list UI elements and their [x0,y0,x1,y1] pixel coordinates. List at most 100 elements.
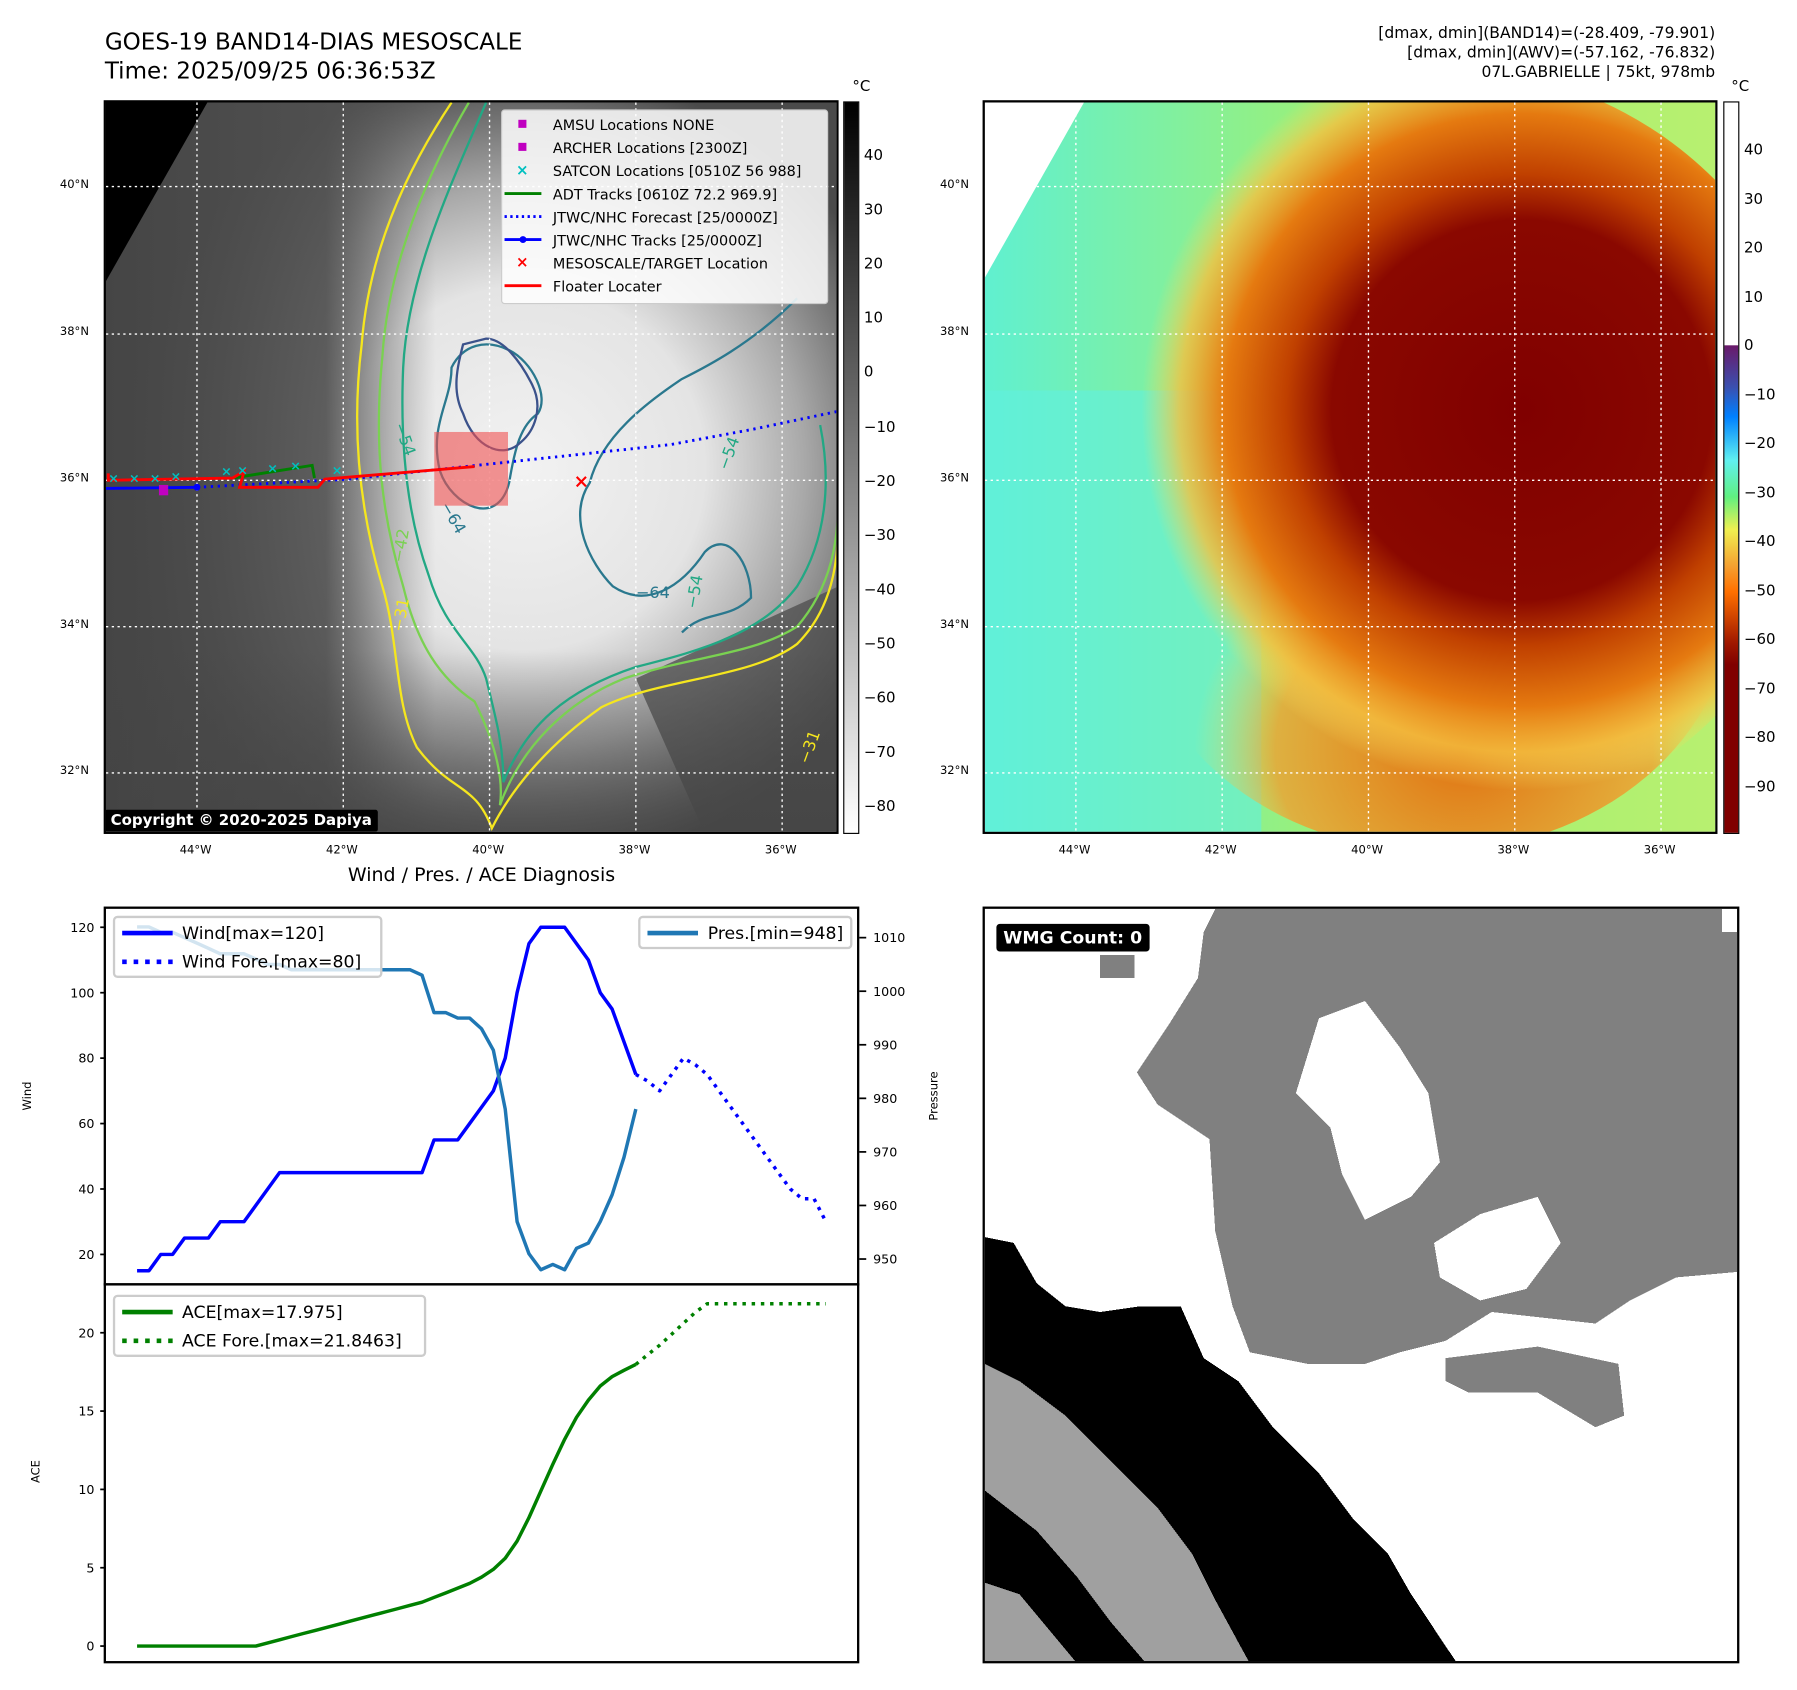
wmg-image [984,908,1738,1662]
map-legend: AMSU Locations NONE ARCHER Locations [230… [501,109,829,305]
svg-text:×: × [237,463,248,478]
map-gridlines [105,102,837,832]
y2-tick-label: 1010 [873,930,905,945]
colorbar-tick-label: −70 [863,744,896,762]
dotted-line-icon [122,1337,173,1343]
svg-text:×: × [150,471,161,486]
y2-tick-label: 1000 [873,984,905,999]
colorbar-tick-label: −10 [1743,386,1776,404]
y2-tick-label: 960 [873,1198,897,1213]
y-tick-label: 20 [78,1325,94,1340]
y-tick-label: 80 [78,1051,94,1066]
svg-text:×: × [129,471,140,486]
jtwc-track-line [105,485,197,490]
lon-label: 42°W [325,844,358,858]
wind-forecast-line [635,1056,828,1223]
storm-info: 07L.GABRIELLE | 75kt, 978mb [1481,63,1716,82]
colorbar-tick-label: −20 [1743,435,1776,453]
wmg-gray-corner [984,1582,1076,1662]
floater-locater-line [106,465,475,489]
y2-tick-label: 980 [873,1091,897,1106]
legend-label: ARCHER Locations [2300Z] [552,138,748,157]
pressure-axis-label: Pressure [928,1071,941,1121]
colorbar-tick-label: 20 [863,255,883,274]
ace-panel: 0 5 10 15 20 ACE[max=17.975] ACE Fore.[max=2… [78,1283,860,1664]
lat-label: 38°N [59,325,89,339]
y-tick-label: 120 [70,920,94,935]
right-colorbar-unit: °C [1731,78,1750,96]
wmg-clear-area [1295,1001,1440,1220]
ace-axis-label: ACE [30,1460,44,1484]
colorbar-tick-label: 0 [863,364,874,382]
lon-label: 38°W [1497,844,1530,858]
y-tick-label: 10 [78,1482,94,1497]
lat-label: 38°N [939,325,969,339]
lat-label: 40°N [939,178,969,192]
no-data-corner [105,102,208,282]
lon-label: 36°W [1643,844,1676,858]
contour-eye [455,337,539,452]
time-label: Time: 2025/09/25 06:36:53Z [104,56,436,85]
solid-line-icon [504,192,542,195]
pressure-line [137,925,638,1272]
archer-marker [158,484,169,496]
y2-tick-label: 970 [873,1145,897,1160]
copyright-label: Copyright © 2020-2025 Dapiya [105,809,378,832]
solid-line-icon [122,930,173,935]
awv-map-image [984,102,1716,832]
right-colorbar [1723,101,1740,834]
satcon-markers: × × × × × × × × × [108,458,342,486]
lon-label: 40°W [472,844,505,858]
no-data-corner [984,102,1084,278]
legend-item: ADT Tracks [0610Z 72.2 969.9] [502,182,827,205]
legend-item-ace-forecast: ACE Fore.[max=21.8463] [115,1326,424,1355]
lat-label: 34°N [59,618,89,632]
stats-block: [dmax, dmin](BAND14)=(-28.409, -79.901) … [1378,24,1715,83]
colorbar-tick-label: 40 [863,147,883,165]
legend-item: JTWC/NHC Forecast [25/0000Z] [502,205,827,228]
colorbar-tick-label: −60 [1743,631,1776,649]
contour-green [377,102,837,806]
target-location-marker: × [574,471,589,492]
lon-label: 36°W [764,844,797,858]
legend-label: ACE Fore.[max=21.8463] [182,1329,402,1351]
wind-line [137,925,638,1273]
lat-label: 32°N [59,764,89,778]
y2-tick-label: 950 [873,1252,897,1267]
line-dot-icon [504,236,542,244]
colorbar-tick-label: −90 [1743,778,1776,796]
contour-yellow [356,102,837,832]
lon-label: 40°W [1351,844,1383,858]
colorbar-tick-label: −50 [863,635,896,654]
legend-label: Pres.[min=948] [707,922,844,943]
legend-item-wind-forecast: Wind Fore.[max=80] [115,947,380,976]
wmg-panel: WMG Count: 0 [982,906,1740,1664]
ace-forecast-line [634,1301,826,1366]
colorbar-tick-label: −30 [1743,484,1776,502]
colorbar-tick-label: −30 [863,527,896,545]
legend-item-ace: ACE[max=17.975] [115,1297,424,1326]
left-colorbar-unit: °C [852,78,871,96]
legend-label: Floater Locater [552,277,662,295]
wind-legend: Wind[max=120] Wind Fore.[max=80] [112,915,383,978]
legend-label: Wind[max=120] [182,922,325,943]
product-title: GOES-19 BAND14-DIAS MESOSCALE [104,27,523,56]
y-tick-label: 0 [86,1639,94,1654]
y-tick-label: 5 [86,1560,94,1575]
adt-track-line [232,463,316,480]
ace-line [137,1362,637,1648]
y-tick-label: 15 [78,1404,94,1419]
colorbar-tick-label: −70 [1743,680,1776,698]
colorbar-tick-label: −80 [863,798,896,816]
contour-label: −64 [636,583,670,602]
wmg-gray-band [984,1363,1249,1662]
colorbar-tick-label: −40 [863,581,896,599]
svg-text:×: × [170,468,181,483]
jtwc-track-point [193,483,201,491]
colorbar-tick-label: −50 [1743,582,1776,600]
svg-text:×: × [108,471,119,486]
svg-text:×: × [221,464,232,479]
legend-item: JTWC/NHC Tracks [25/0000Z] [502,228,827,251]
solid-line-icon [504,284,542,288]
y-tick-label: 20 [78,1247,94,1262]
